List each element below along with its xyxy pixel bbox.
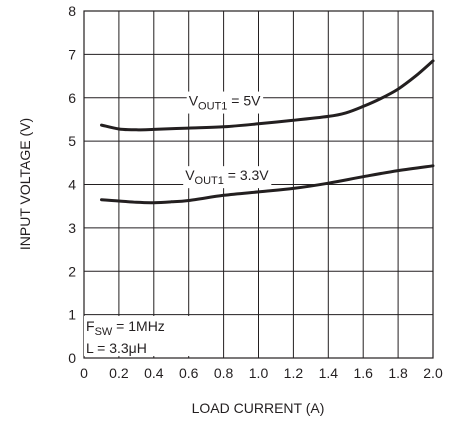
- y-tick-label: 4: [68, 177, 76, 193]
- x-tick-label: 1.0: [249, 365, 269, 381]
- series-labels: VOUT1 = 5V VOUT1 = 3.3V: [183, 91, 272, 189]
- y-tick-label: 6: [68, 90, 76, 106]
- series-label-vout-5v: VOUT1 = 5V: [186, 91, 264, 114]
- y-tick-label: 7: [68, 46, 76, 62]
- x-tick-label: 1.6: [353, 365, 373, 381]
- y-tick-label: 1: [68, 307, 76, 323]
- series-lines: [100, 59, 435, 205]
- switching-frequency-label: FSW = 1MHz: [86, 318, 165, 338]
- x-tick-label: 1.8: [388, 365, 408, 381]
- x-axis-title: LOAD CURRENT (A): [192, 400, 325, 416]
- y-tick-label: 0: [68, 350, 76, 366]
- y-axis-ticks: 0 1 2 3 4 5 6 7 8: [68, 3, 76, 366]
- series-label-vout-3v3-text: VOUT1 = 3.3V: [185, 167, 269, 187]
- x-tick-label: 0: [80, 365, 88, 381]
- label-background: [186, 91, 264, 114]
- series-label-vout-5v-text: VOUT1 = 5V: [189, 93, 261, 113]
- x-tick-label: 0.6: [179, 365, 199, 381]
- y-tick-label: 5: [68, 133, 76, 149]
- y-tick-label: 2: [68, 263, 76, 279]
- label-background: [183, 166, 272, 189]
- series-line-vout-3v3: [100, 164, 435, 205]
- series-label-vout-3v3: VOUT1 = 3.3V: [183, 166, 272, 189]
- x-axis-ticks: 0 0.2 0.4 0.6 0.8 1.0 1.2 1.4 1.6 1.8 2.0: [80, 365, 443, 381]
- y-axis-title: INPUT VOLTAGE (V): [17, 118, 33, 250]
- x-tick-label: 0.4: [144, 365, 164, 381]
- x-tick-label: 1.2: [284, 365, 304, 381]
- x-tick-label: 0.2: [109, 365, 129, 381]
- x-tick-label: 0.8: [214, 365, 234, 381]
- plot-frame: [83, 10, 434, 359]
- x-tick-label: 2.0: [423, 365, 443, 381]
- y-tick-label: 3: [68, 220, 76, 236]
- series-line-vout-5v: [100, 59, 435, 132]
- inductance-label: L = 3.3μH: [86, 340, 147, 356]
- conditions-annotation: FSW = 1MHz L = 3.3μH: [84, 316, 192, 356]
- x-tick-label: 1.4: [319, 365, 339, 381]
- y-tick-label: 8: [68, 3, 76, 19]
